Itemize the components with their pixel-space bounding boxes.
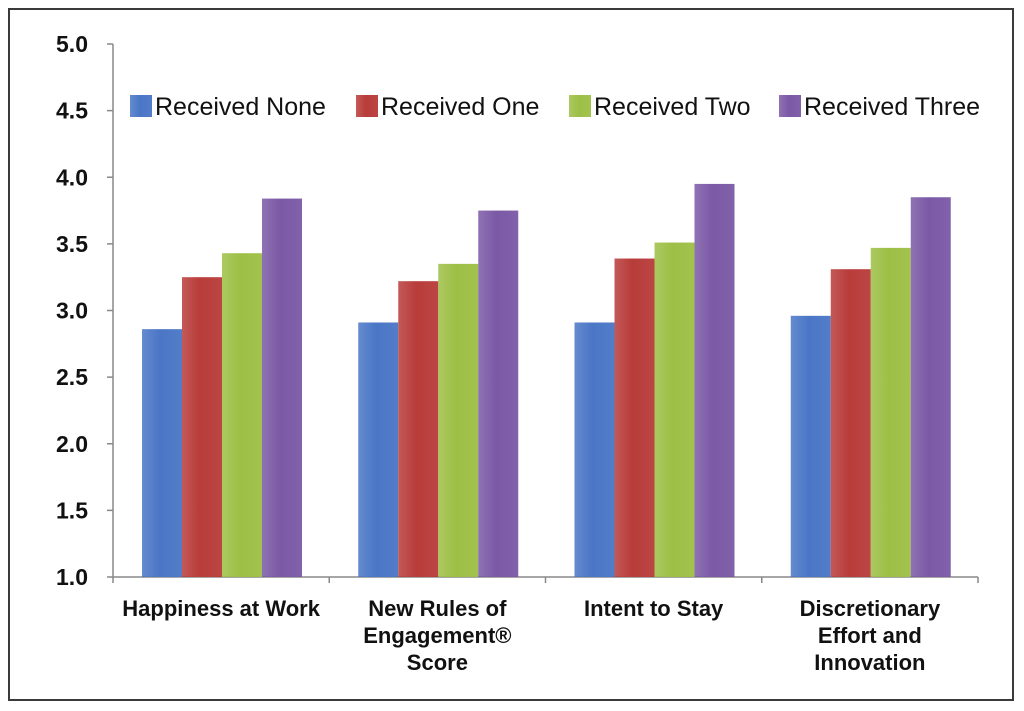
y-tick-label: 2.0 xyxy=(56,431,88,457)
category-label: Engagement® xyxy=(363,623,511,648)
bar-received-one xyxy=(614,258,655,577)
legend-swatch xyxy=(569,95,591,117)
y-tick-label: 4.0 xyxy=(56,164,88,190)
bar-received-none xyxy=(574,322,615,577)
category-label: Intent to Stay xyxy=(584,596,724,621)
legend-label: Received Three xyxy=(804,93,980,121)
bar-received-two xyxy=(870,247,911,577)
legend-swatch xyxy=(130,95,152,117)
y-tick-label: 4.5 xyxy=(56,98,88,124)
legend-swatch xyxy=(779,95,801,117)
bars xyxy=(142,183,951,578)
legend-label: Received None xyxy=(155,93,326,121)
y-tick-label: 5.0 xyxy=(56,31,88,57)
legend-label: Received One xyxy=(381,93,539,121)
x-axis xyxy=(112,576,979,583)
bar-received-three xyxy=(910,197,951,578)
bar-received-two xyxy=(438,263,479,577)
bar-received-two xyxy=(654,242,695,578)
legend: Received None Received One Received Two Rec… xyxy=(130,93,980,121)
category-label: Happiness at Work xyxy=(122,596,320,621)
y-tick-label: 2.5 xyxy=(56,364,88,390)
bar-received-none xyxy=(358,322,399,577)
category-label: New Rules of xyxy=(368,596,507,621)
bar-received-two xyxy=(222,253,262,577)
y-axis: 1.0 1.5 2.0 2.5 3.0 3.5 4.0 4.5 5.0 xyxy=(56,31,114,590)
bar-received-three xyxy=(478,210,519,577)
bar-received-none xyxy=(790,315,831,577)
bar-received-one xyxy=(830,269,871,577)
category-label: Effort and xyxy=(818,623,922,648)
bar-received-three xyxy=(694,183,735,577)
bar-received-one xyxy=(398,281,439,577)
bar-received-one xyxy=(182,277,222,577)
bar-received-three xyxy=(262,198,302,577)
legend-swatch xyxy=(356,95,378,117)
y-tick-label: 1.5 xyxy=(56,497,88,523)
y-tick-label: 3.5 xyxy=(56,231,88,257)
category-labels: Happiness at Work New Rules ofEngagement®… xyxy=(122,596,941,675)
category-label: Discretionary xyxy=(800,596,941,621)
category-label: Score xyxy=(407,650,468,675)
legend-label: Received Two xyxy=(594,93,751,121)
category-label: Innovation xyxy=(814,650,925,675)
y-tick-label: 3.0 xyxy=(56,298,88,324)
y-tick-label: 1.0 xyxy=(56,564,88,590)
bar-received-none xyxy=(142,329,182,577)
